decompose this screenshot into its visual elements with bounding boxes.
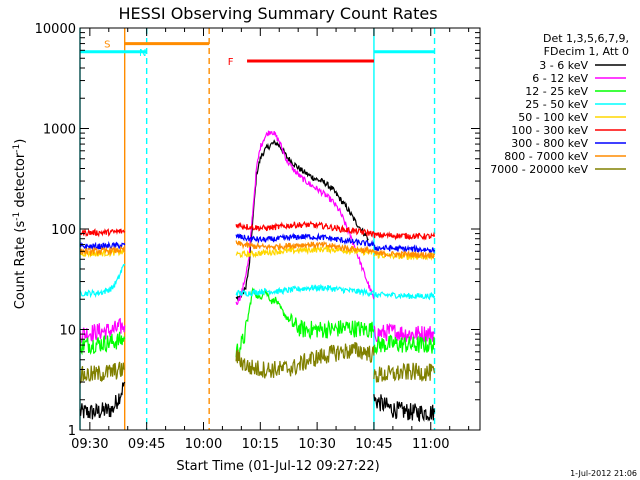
y-axis-label-part: Count Rate (s xyxy=(13,221,28,310)
x-axis-label: Start Time (01-Jul-12 09:27:22) xyxy=(176,459,379,474)
legend-label: 7000 - 20000 keV xyxy=(490,163,588,176)
series-line xyxy=(373,394,436,423)
y-tick-label: 1 xyxy=(68,424,76,439)
series-line xyxy=(373,291,436,301)
state-annotation: S xyxy=(104,40,110,51)
legend-label: 800 - 7000 keV xyxy=(504,150,588,163)
legend-label: 6 - 12 keV xyxy=(532,72,588,85)
legend-header-line: FDecim 1, Att 0 xyxy=(544,45,629,58)
series-line xyxy=(235,139,369,301)
chart-title: HESSI Observing Summary Count Rates xyxy=(118,4,437,23)
series-line xyxy=(235,341,375,379)
series-line xyxy=(79,361,126,384)
series-line xyxy=(373,362,436,383)
series-line xyxy=(235,130,375,306)
y-tick-label: 10000 xyxy=(35,22,76,37)
series-line xyxy=(235,220,375,238)
series-line xyxy=(79,331,126,356)
x-tick-label: 09:30 xyxy=(71,437,108,452)
series-line xyxy=(235,240,375,255)
legend-label: 3 - 6 keV xyxy=(539,59,588,72)
y-axis-label: Count Rate (s-1 detector-1) xyxy=(12,139,28,310)
x-tick-label: 09:45 xyxy=(128,437,165,452)
y-axis-label-part: detector xyxy=(13,152,28,212)
plot-area: S N F xyxy=(79,28,436,430)
series-12-25keV xyxy=(79,286,436,358)
x-tick-label: 10:00 xyxy=(185,437,222,452)
series-line xyxy=(79,228,126,238)
series-line xyxy=(373,244,436,255)
y-tick-label: 10 xyxy=(59,324,76,339)
legend-label: 12 - 25 keV xyxy=(525,85,588,98)
x-tick-label: 10:45 xyxy=(355,437,392,452)
generation-date: 1-Jul-2012 21:06 xyxy=(570,469,637,478)
series-line xyxy=(235,232,375,247)
x-tick-label: 10:15 xyxy=(242,437,279,452)
series-line xyxy=(79,263,126,299)
x-tick-label: 11:00 xyxy=(412,437,449,452)
y-tick-label: 100 xyxy=(51,223,76,238)
legend-label: 300 - 800 keV xyxy=(511,137,588,150)
series-100-300keV xyxy=(79,220,436,241)
series-line xyxy=(79,245,126,257)
y-axis-label-part: ) xyxy=(13,139,28,144)
series-line xyxy=(373,249,436,260)
series-line xyxy=(373,231,436,241)
legend-label: 25 - 50 keV xyxy=(525,98,588,111)
series-800-7000keV xyxy=(79,240,436,260)
legend: Det 1,3,5,6,7,9, FDecim 1, Att 0 3 - 6 k… xyxy=(490,32,629,176)
legend-label: 100 - 300 keV xyxy=(511,124,588,137)
state-annotation: F xyxy=(228,57,234,68)
legend-header-line: Det 1,3,5,6,7,9, xyxy=(543,32,629,45)
series-line xyxy=(235,286,375,358)
series-line xyxy=(373,334,436,355)
series-line xyxy=(235,245,375,259)
axes: 09:30 09:45 10:00 10:15 10:30 10:45 11:00 1 10 10… xyxy=(35,22,481,452)
y-axis-label-exponent: -1 xyxy=(12,144,22,153)
y-tick-label: 1000 xyxy=(43,123,76,138)
state-annotation: N xyxy=(139,48,146,59)
series-line xyxy=(79,381,126,420)
series-3-6keV xyxy=(79,139,436,423)
series-line xyxy=(235,283,375,298)
series-7000-20000keV xyxy=(79,341,436,384)
y-axis-label-exponent: -1 xyxy=(12,212,22,221)
series-25-50keV xyxy=(79,263,436,301)
legend-label: 50 - 100 keV xyxy=(518,111,588,124)
x-tick-label: 10:30 xyxy=(298,437,335,452)
